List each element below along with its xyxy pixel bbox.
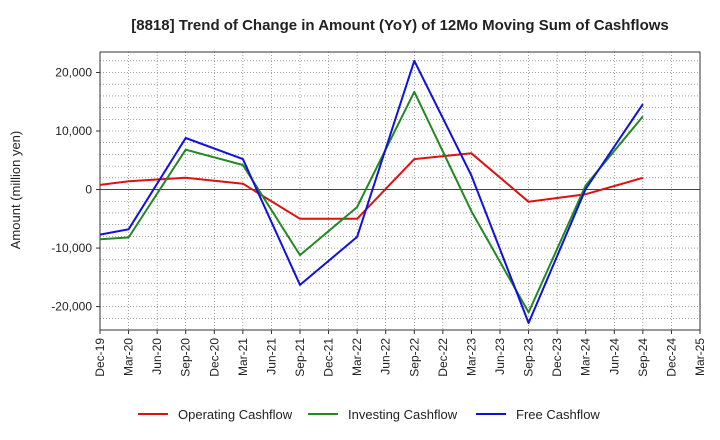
x-tick-label: Mar-20 xyxy=(122,338,136,376)
x-tick-label: Sep-23 xyxy=(522,338,536,377)
plot-area: 20,000 10,000 0 -10,000 -20,000 Dec-19 Mar-20 J… xyxy=(51,51,707,377)
y-tick-label: 20,000 xyxy=(55,65,92,79)
y-tick-label: 0 xyxy=(85,183,92,197)
legend-label: Investing Cashflow xyxy=(348,407,458,422)
x-tick-label: Jun-23 xyxy=(493,338,507,375)
x-tick-label: Mar-21 xyxy=(236,338,250,376)
series-line-investing-cashflow xyxy=(99,90,644,314)
x-tick-label: Dec-24 xyxy=(664,338,678,377)
x-tick-label: Mar-23 xyxy=(464,338,478,376)
x-tick-label: Jun-20 xyxy=(150,338,164,375)
x-tick-label: Sep-20 xyxy=(179,338,193,377)
x-tick-label: Sep-21 xyxy=(293,338,307,377)
x-tick-label: Dec-21 xyxy=(322,338,336,377)
legend-label: Free Cashflow xyxy=(516,407,600,422)
x-tick-label: Sep-24 xyxy=(636,338,650,377)
x-tick-label: Mar-24 xyxy=(579,338,593,376)
x-tick-label: Jun-22 xyxy=(379,338,393,375)
plot-frame xyxy=(99,51,701,331)
x-tick-label: Dec-19 xyxy=(93,338,107,377)
x-tick-label: Jun-21 xyxy=(264,338,278,375)
x-tick-label: Dec-20 xyxy=(207,338,221,377)
series-line-free-cashflow xyxy=(99,59,644,324)
x-tick-label: Sep-22 xyxy=(407,338,421,377)
x-tick-label: Dec-22 xyxy=(436,338,450,377)
legend-label: Operating Cashflow xyxy=(178,407,293,422)
x-tick-label: Mar-22 xyxy=(350,338,364,376)
chart-title: [8818] Trend of Change in Amount (YoY) o… xyxy=(131,17,669,34)
y-tick-label: -20,000 xyxy=(51,300,92,314)
x-tick-label: Mar-25 xyxy=(693,338,707,376)
y-tick-label: 10,000 xyxy=(55,124,92,138)
plot-background xyxy=(100,52,700,330)
legend: Operating Cashflow Investing Cashflow Free… xyxy=(138,407,600,422)
x-tick-label: Jun-24 xyxy=(607,338,621,375)
x-tick-label: Dec-23 xyxy=(550,338,564,377)
y-axis-label: Amount (million yen) xyxy=(8,131,23,250)
y-tick-label: -10,000 xyxy=(51,241,92,255)
